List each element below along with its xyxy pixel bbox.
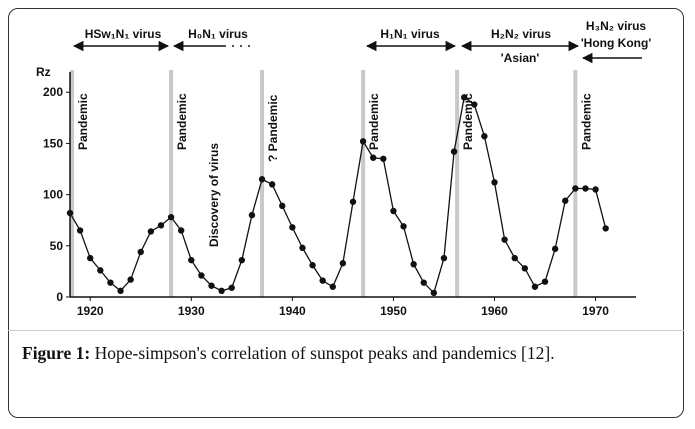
data-point bbox=[511, 254, 518, 262]
pandemic-label: Pandemic bbox=[367, 93, 381, 150]
y-tick-label: 200 bbox=[43, 85, 63, 99]
data-point bbox=[299, 244, 306, 252]
data-point bbox=[491, 179, 498, 186]
data-point bbox=[410, 261, 417, 268]
pandemic-band bbox=[260, 70, 265, 297]
annotation: H₀N₁ virus bbox=[188, 27, 248, 41]
data-point bbox=[471, 101, 478, 108]
pandemic-band bbox=[169, 70, 174, 297]
pandemic-label: ? Pandemic bbox=[266, 94, 280, 162]
caption-text: Hope-simpson's correlation of sunspot pe… bbox=[94, 343, 555, 363]
data-point bbox=[531, 283, 539, 290]
data-point bbox=[551, 245, 559, 253]
figure-frame bbox=[8, 8, 684, 418]
data-point bbox=[329, 283, 336, 290]
data-point bbox=[228, 284, 235, 291]
data-point bbox=[481, 133, 488, 140]
pandemic-label: Pandemic bbox=[175, 93, 189, 150]
data-point bbox=[309, 262, 316, 269]
x-tick-label: 1950 bbox=[380, 304, 407, 318]
data-point bbox=[541, 278, 549, 285]
annotation: 'Hong Kong' bbox=[581, 36, 652, 50]
data-point bbox=[188, 256, 195, 264]
data-point bbox=[208, 282, 215, 289]
annotation: 'Asian' bbox=[501, 51, 540, 65]
data-point bbox=[380, 155, 387, 162]
x-tick-label: 1960 bbox=[481, 304, 508, 318]
data-point bbox=[319, 277, 326, 284]
data-point bbox=[198, 272, 205, 279]
y-tick-label: 150 bbox=[43, 136, 63, 150]
annotation: H₁N₁ virus bbox=[380, 27, 440, 41]
data-point bbox=[450, 148, 458, 155]
chart: HSw₁N₁ virus H₀N₁ virus Discovery of vir… bbox=[36, 19, 652, 318]
x-tick-label: 1940 bbox=[279, 304, 306, 318]
pandemic-label: Pandemic bbox=[76, 93, 90, 150]
data-point bbox=[582, 185, 589, 192]
data-point bbox=[602, 225, 609, 232]
data-point bbox=[258, 176, 266, 183]
separator bbox=[8, 330, 684, 331]
data-point bbox=[592, 186, 599, 193]
x-tick-label: 1930 bbox=[178, 304, 205, 318]
pandemic-label: Pandemic bbox=[579, 93, 593, 150]
data-point bbox=[147, 228, 155, 235]
data-point bbox=[107, 279, 114, 286]
caption-label: Figure 1: bbox=[22, 343, 91, 363]
annotation: H₂N₂ virus bbox=[491, 27, 551, 41]
data-point bbox=[400, 223, 407, 230]
x-tick-label: 1970 bbox=[582, 304, 609, 318]
pandemic-band bbox=[361, 70, 366, 297]
data-point bbox=[248, 211, 256, 219]
pandemic-band bbox=[573, 70, 578, 297]
y-tick-label: 50 bbox=[50, 239, 64, 253]
data-point bbox=[167, 213, 175, 221]
caption: Figure 1: Hope-simpson's correlation of … bbox=[22, 340, 674, 366]
data-point bbox=[177, 227, 185, 234]
annotation: HSw₁N₁ virus bbox=[85, 27, 162, 41]
data-point bbox=[76, 227, 84, 234]
y-axis-label: Rz bbox=[36, 65, 51, 79]
data-point bbox=[289, 224, 296, 231]
data-point bbox=[137, 248, 144, 256]
data-point bbox=[521, 265, 529, 272]
data-line bbox=[69, 96, 607, 295]
data-point bbox=[440, 254, 448, 262]
pandemic-band bbox=[455, 70, 460, 297]
data-point bbox=[117, 287, 124, 295]
data-point bbox=[359, 138, 367, 145]
data-point bbox=[157, 222, 165, 229]
data-point bbox=[66, 209, 74, 217]
data-point bbox=[572, 185, 579, 192]
data-point bbox=[460, 94, 468, 101]
data-point bbox=[390, 207, 397, 215]
annotation: H₃N₂ virus bbox=[586, 19, 647, 33]
y-tick-label: 0 bbox=[56, 290, 63, 304]
pandemic-label: Pandemic bbox=[461, 93, 475, 150]
pandemic-band bbox=[70, 70, 75, 297]
data-point bbox=[268, 181, 276, 188]
data-point bbox=[420, 279, 427, 286]
data-point bbox=[501, 236, 508, 243]
x-tick-label: 1920 bbox=[77, 304, 104, 318]
data-point bbox=[562, 197, 569, 204]
data-point bbox=[349, 198, 357, 205]
data-point bbox=[370, 154, 377, 161]
data-point bbox=[339, 260, 347, 267]
y-tick-label: 100 bbox=[43, 188, 63, 202]
data-point bbox=[87, 254, 94, 262]
data-point bbox=[430, 289, 438, 297]
data-point bbox=[127, 276, 134, 283]
data-point bbox=[279, 202, 286, 210]
data-point bbox=[218, 287, 225, 295]
annotation: Discovery of virus bbox=[207, 143, 221, 247]
data-point bbox=[97, 267, 104, 274]
data-point bbox=[238, 256, 246, 264]
